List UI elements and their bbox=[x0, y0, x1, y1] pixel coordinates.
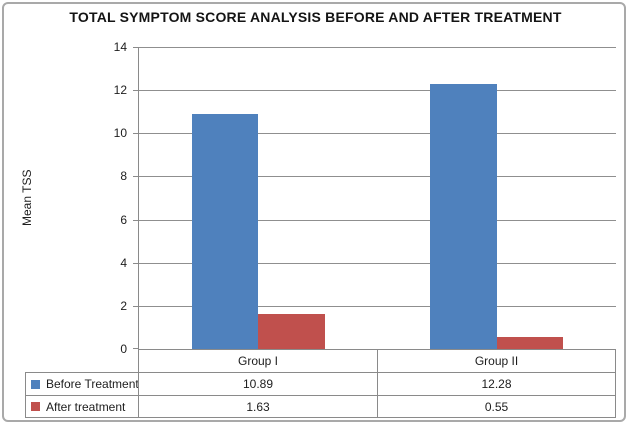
y-tick-mark bbox=[133, 90, 139, 91]
y-tick-label: 12 bbox=[113, 83, 127, 97]
y-tick-label: 10 bbox=[113, 126, 127, 140]
legend-key-icon-before-treatment bbox=[31, 379, 40, 389]
gridline bbox=[139, 306, 616, 307]
table-value-before-treatment-group-ii: 12.28 bbox=[377, 372, 616, 395]
legend-key-icon-after-treatment bbox=[31, 402, 40, 411]
y-tick-mark bbox=[133, 348, 139, 349]
y-tick-label: 14 bbox=[113, 40, 127, 54]
legend-cell-before-treatment: Before Treatment bbox=[25, 372, 138, 395]
plot-area bbox=[133, 47, 616, 349]
gridline bbox=[139, 176, 616, 177]
y-tick-mark bbox=[133, 47, 139, 48]
y-tick-mark bbox=[133, 176, 139, 177]
table-value-before-treatment-group-i: 10.89 bbox=[138, 372, 377, 395]
data-table: Group I Group II Before Treatment 10.89 12.2… bbox=[25, 349, 616, 419]
y-tick-label: 0 bbox=[120, 342, 127, 356]
y-tick-label: 8 bbox=[120, 169, 127, 183]
gridline bbox=[139, 133, 616, 134]
y-tick-mark bbox=[133, 263, 139, 264]
y-tick-mark bbox=[133, 220, 139, 221]
chart-frame bbox=[2, 2, 626, 422]
table-category-header-group-ii: Group II bbox=[377, 349, 616, 372]
table-category-header-group-i: Group I bbox=[138, 349, 377, 372]
bar-before-treatment-group-ii bbox=[430, 84, 497, 349]
y-tick-label: 2 bbox=[120, 299, 127, 313]
bar-after-treatment-group-ii bbox=[496, 337, 564, 349]
bar-after-treatment-group-i bbox=[258, 313, 325, 349]
y-tick-mark bbox=[133, 306, 139, 307]
legend-label: After treatment bbox=[46, 399, 126, 414]
gridline bbox=[139, 47, 616, 48]
gridline bbox=[139, 220, 616, 221]
gridline bbox=[139, 90, 616, 91]
table-value-after-treatment-group-i: 1.63 bbox=[138, 395, 377, 418]
legend-label: Before Treatment bbox=[46, 377, 138, 391]
y-tick-label: 6 bbox=[120, 213, 127, 227]
bar-before-treatment-group-i bbox=[191, 114, 259, 349]
gridline bbox=[139, 263, 616, 264]
y-tick-mark bbox=[133, 133, 139, 134]
table-value-after-treatment-group-ii: 0.55 bbox=[377, 395, 616, 418]
y-tick-label: 4 bbox=[120, 256, 127, 270]
chart-title: TOTAL SYMPTOM SCORE ANALYSIS BEFORE AND … bbox=[69, 9, 562, 25]
legend-cell-after-treatment: After treatment bbox=[25, 395, 138, 418]
